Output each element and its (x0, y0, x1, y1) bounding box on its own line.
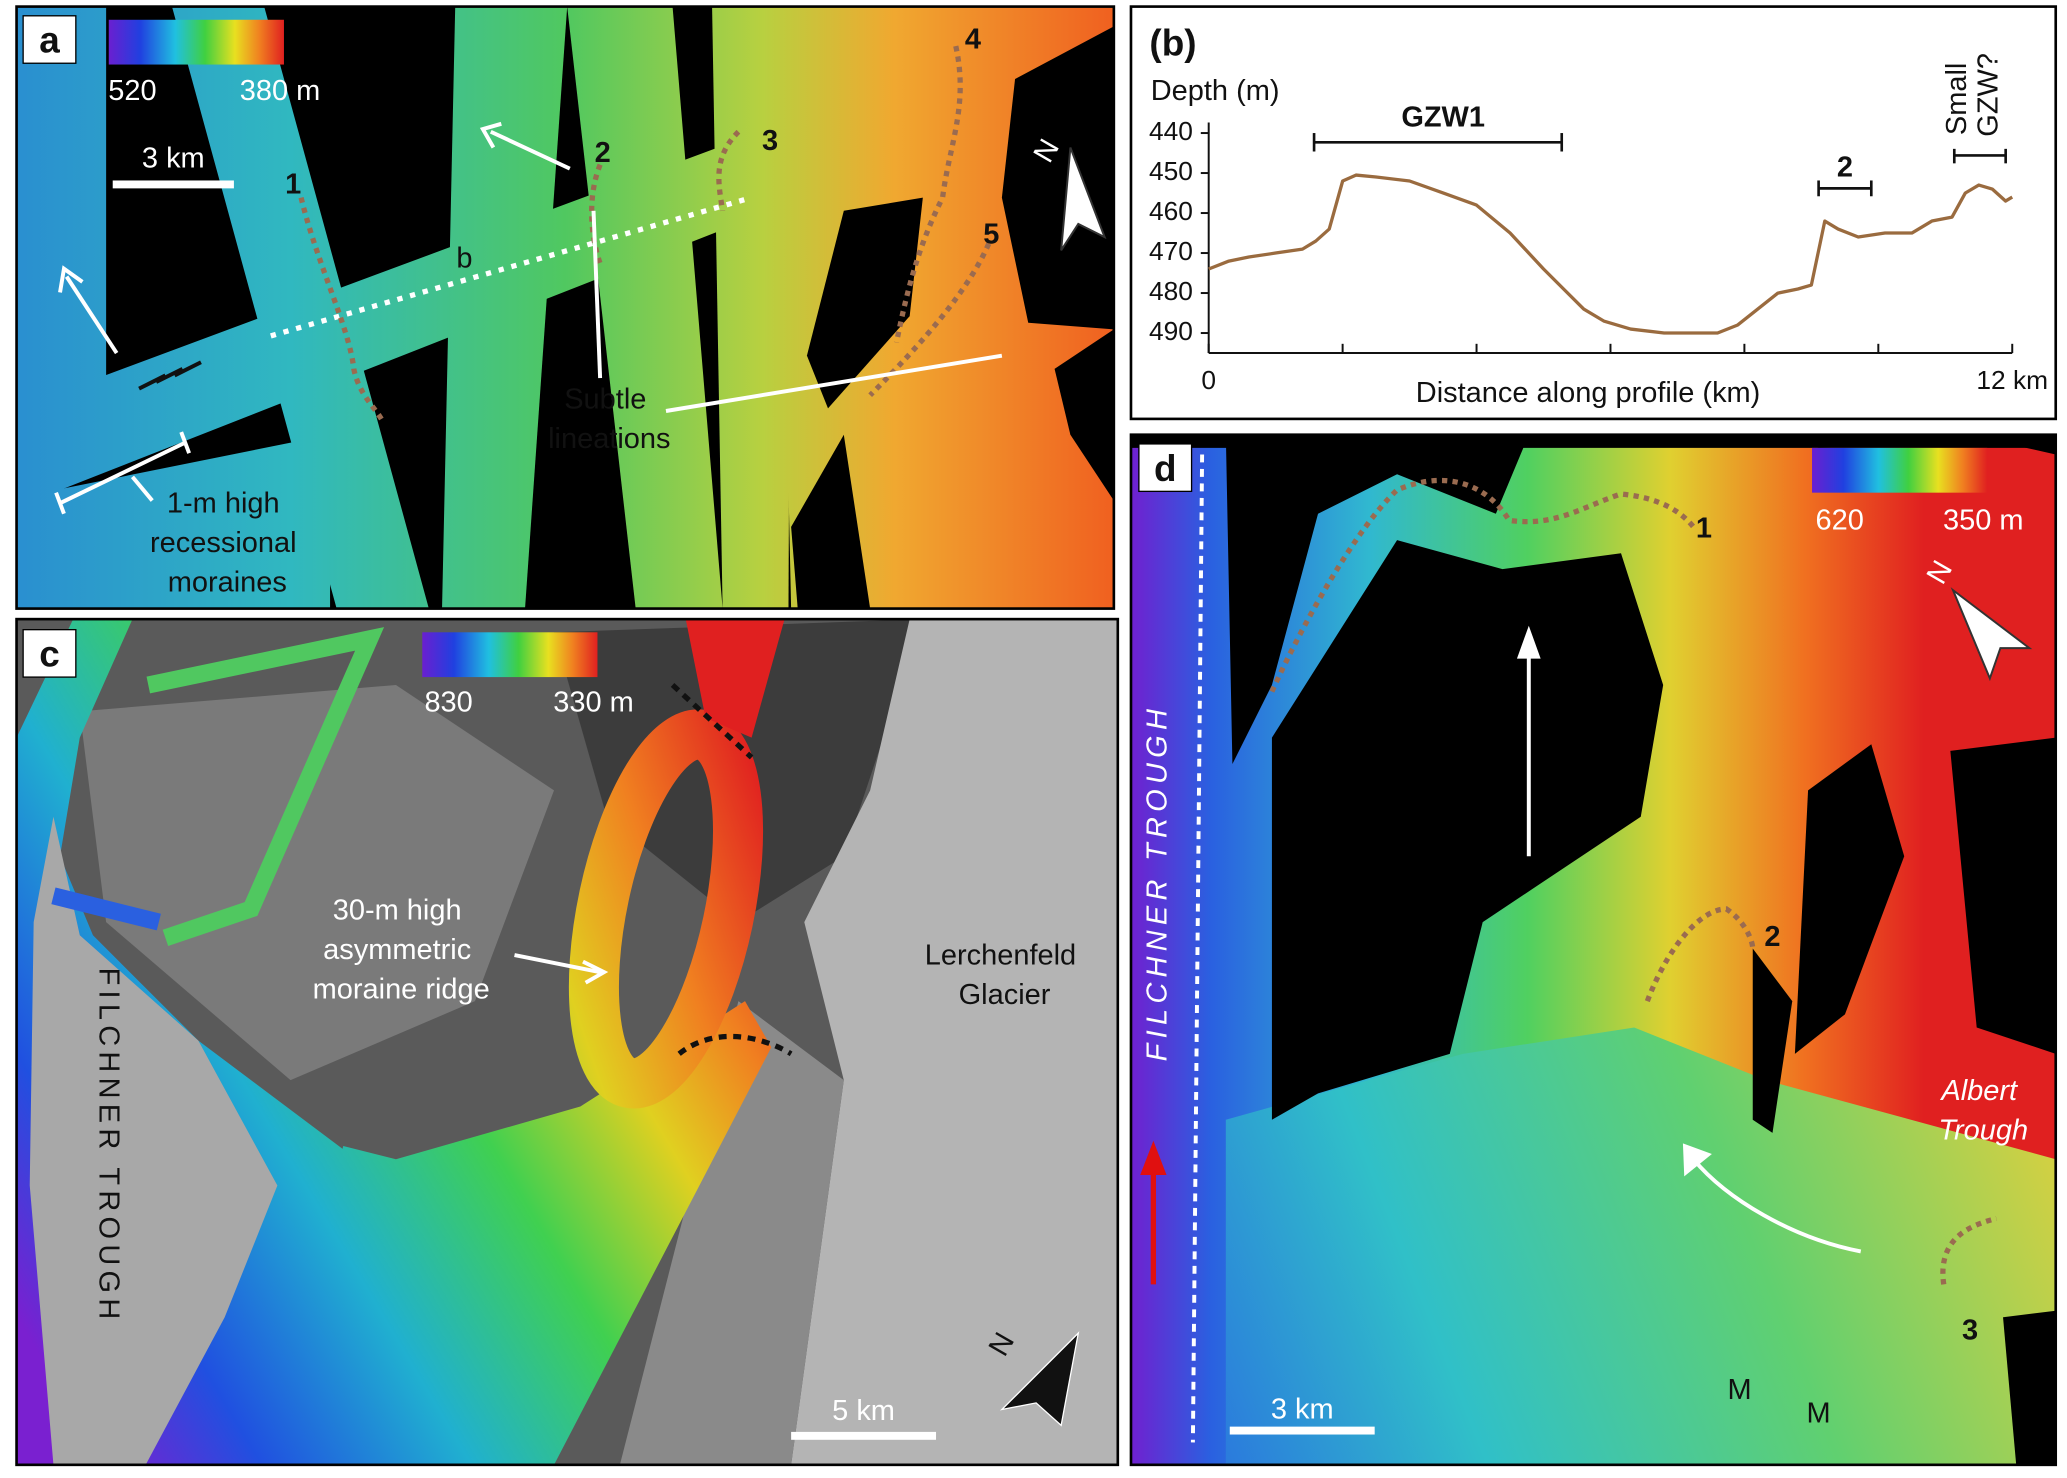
crest-label: 2 (1764, 921, 1780, 953)
trough-label: FILCHNER TROUGH (93, 968, 125, 1325)
panel-label: a (39, 20, 60, 61)
crest-label: 3 (1962, 1315, 1978, 1347)
scale-bar-label: 5 km (832, 1395, 895, 1427)
annotation: Small GZW? (1941, 53, 2005, 137)
y-tick-label: 480 (1149, 276, 1193, 306)
colorbar (422, 632, 598, 678)
colorbar-min: 620 (1816, 505, 1864, 537)
y-tick-label: 470 (1149, 236, 1193, 266)
crest-label: 2 (595, 137, 611, 169)
panel-d: d 620 350 m 1 2 3 FILCHNER TROUGH Albert… (1129, 433, 2058, 1467)
panel-label: c (39, 634, 60, 675)
scale-bar-label: 3 km (142, 142, 205, 174)
y-tick-label: 450 (1149, 156, 1193, 186)
moraine-label: 30-m high asymmetric moraine ridge (313, 894, 490, 1005)
panel-label: d (1154, 448, 1177, 489)
profile-label: b (456, 242, 472, 274)
chart-title: (b) (1149, 22, 1196, 63)
y-tick-label: 460 (1149, 196, 1193, 226)
map-d (1130, 434, 2056, 1465)
panel-b: (b) Depth (m) Distance along profile (km… (1129, 5, 2058, 421)
moraine-mark: M (1727, 1374, 1751, 1406)
colorbar-min: 830 (424, 686, 472, 718)
crest-label: 1 (1696, 512, 1712, 544)
x-tick-label: 0 (1201, 365, 1216, 395)
albert-label: Albert Trough (1938, 1075, 2028, 1147)
colorbar-max: 330 m (553, 686, 634, 718)
panel-c: c 830 330 m 30-m high asymmetric moraine… (15, 617, 1120, 1467)
panel-a: a 520 380 m 3 km N b 1 2 3 4 5 Subtle li… (15, 5, 1116, 610)
trough-label: FILCHNER TROUGH (1142, 704, 1174, 1061)
scale-bar-label: 3 km (1271, 1394, 1334, 1426)
y-tick-label: 490 (1149, 316, 1193, 346)
moraines-label: 1-m high recessional moraines (150, 487, 305, 598)
annotation: GZW1 (1401, 101, 1485, 133)
moraine-mark: M (1807, 1398, 1831, 1430)
glacier-label: Lerchenfeld Glacier (925, 939, 1084, 1011)
colorbar-min: 520 (108, 75, 156, 107)
crest-label: 4 (965, 24, 981, 56)
crest-label: 5 (983, 219, 999, 251)
crest-label: 3 (762, 125, 778, 157)
x-tick-label: 12 km (1976, 365, 2048, 395)
map-a (16, 6, 1114, 609)
crest-label: 1 (285, 169, 301, 201)
profile-line (1208, 173, 2014, 335)
y-tick-label: 440 (1149, 116, 1193, 146)
colorbar (108, 19, 284, 65)
x-axis-label: Distance along profile (km) (1416, 377, 1761, 409)
map-c (16, 619, 1118, 1465)
colorbar-max: 380 m (240, 75, 321, 107)
colorbar (1812, 447, 1988, 493)
colorbar-max: 350 m (1943, 505, 2024, 537)
annotation: 2 (1837, 152, 1853, 184)
lineations-label: Subtle lineations (548, 383, 670, 455)
y-axis-label: Depth (m) (1151, 75, 1280, 107)
